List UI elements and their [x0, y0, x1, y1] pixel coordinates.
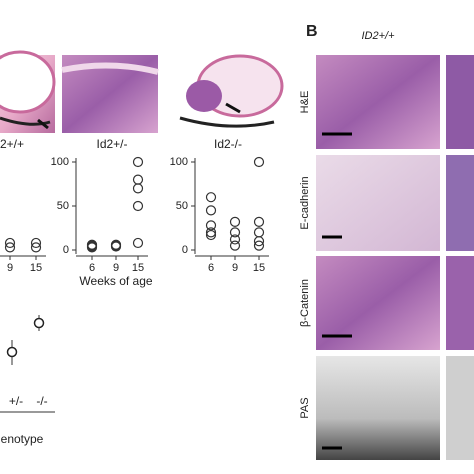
data-point	[205, 227, 217, 238]
y-tick-label: 0	[63, 244, 69, 256]
row-label: E-cadherin	[299, 176, 311, 229]
x-tick-label: 6	[208, 262, 214, 274]
x-tick-label: 9	[113, 262, 119, 274]
data-point	[132, 237, 144, 249]
row-label: β-Catenin	[299, 279, 311, 327]
genotype-tick: -/-	[36, 394, 47, 408]
y-tick-label: 100	[51, 156, 69, 168]
x-tick-label: 15	[132, 262, 144, 274]
x-axis-label: Weeks of age	[79, 274, 152, 288]
row-label: H&E	[299, 91, 311, 114]
data-point	[4, 237, 16, 249]
x-tick-label: 9	[7, 262, 13, 274]
data-point	[253, 216, 265, 227]
genotype-plot: +/- -/- enotype	[0, 315, 55, 446]
data-point	[132, 174, 144, 185]
panel-b-images	[316, 55, 474, 460]
y-tick-label: 100	[170, 156, 188, 168]
x-tick-label: 15	[30, 262, 42, 274]
data-point	[86, 241, 98, 252]
data-point	[253, 227, 265, 238]
data-point	[205, 220, 217, 231]
data-point	[110, 239, 122, 250]
data-point	[205, 229, 217, 241]
data-point	[205, 205, 217, 216]
panel-letter: B	[306, 23, 318, 40]
data-point	[205, 192, 217, 203]
data-point	[229, 234, 241, 245]
genotype-tick: +/-	[9, 394, 23, 408]
data-point	[229, 240, 241, 251]
x-tick-label: 15	[253, 262, 265, 274]
image-label: 2+/+	[0, 137, 24, 151]
data-point	[253, 240, 265, 251]
image-label: Id2-/-	[214, 137, 242, 151]
data-point	[229, 216, 241, 227]
data-point	[30, 242, 42, 253]
data-point	[4, 242, 16, 253]
data-point	[229, 227, 241, 238]
row-label: PAS	[299, 397, 311, 418]
x-tick-label: 6	[89, 262, 95, 274]
y-tick-label: 50	[57, 200, 69, 212]
column-header: ID2+/+	[361, 30, 395, 42]
y-tick-label: 50	[176, 200, 188, 212]
data-point	[253, 236, 265, 247]
panel-a-images	[0, 50, 284, 133]
image-label: Id2+/-	[96, 137, 127, 151]
data-point	[253, 156, 265, 168]
data-point	[132, 183, 144, 194]
x-tick-label: 9	[232, 262, 238, 274]
data-point	[132, 200, 144, 212]
y-tick-label: 0	[182, 244, 188, 256]
data-point	[30, 237, 42, 249]
genotype-label: enotype	[1, 432, 44, 446]
data-point	[132, 156, 144, 168]
